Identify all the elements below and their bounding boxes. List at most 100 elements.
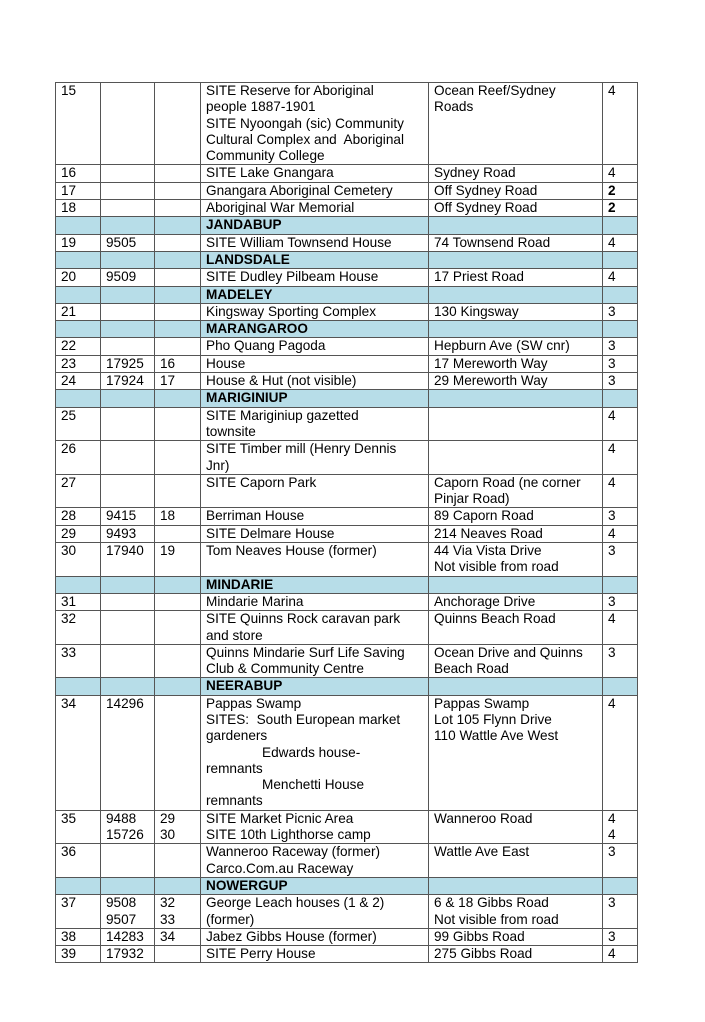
section-cell <box>100 677 155 696</box>
map-ref-line: 30 <box>160 827 176 843</box>
place-name-cell: SITE Reserve for Aboriginal people 1887-1… <box>200 81 429 166</box>
inherit-number-line: 9488 <box>106 810 137 826</box>
category-cell: 2 <box>602 199 638 218</box>
inherit-number-line <box>106 645 149 661</box>
category-line: 3 <box>608 303 616 319</box>
item-number-cell: 23 <box>55 354 101 374</box>
place-name-line: Wanneroo Raceway (former) <box>206 844 381 860</box>
inherit-number-cell <box>100 592 155 612</box>
place-name-cell: SITE Perry House <box>200 945 429 964</box>
item-number-line: 35 <box>61 810 77 826</box>
place-name-cell: SITE Caporn Park <box>200 473 429 509</box>
inherit-number-line: 9493 <box>106 525 137 541</box>
map-ref-cell <box>154 81 201 166</box>
place-name-line: SITE Nyoongah (sic) Community <box>206 115 404 131</box>
map-ref-cell: 19 <box>154 542 201 577</box>
place-name-line: SITE William Townsend House <box>206 234 392 250</box>
map-ref-line <box>160 408 195 424</box>
item-number-cell: 35 <box>55 809 101 845</box>
section-cell <box>602 876 638 896</box>
map-ref-cell <box>154 610 201 645</box>
category-cell: 4 <box>602 268 638 287</box>
item-number-cell: 29 <box>55 524 101 544</box>
category-line: 4 <box>608 810 616 826</box>
category-line: 3 <box>608 844 616 860</box>
category-line: 4 <box>608 827 616 843</box>
map-ref-line <box>160 594 195 610</box>
item-number-cell: 20 <box>55 268 101 287</box>
place-name-line: Carco.Com.au Raceway <box>206 860 354 876</box>
place-name-cell: SITE Quinns Rock caravan park and store <box>200 610 429 645</box>
item-number-line: 38 <box>61 928 77 944</box>
place-name-line: Jabez Gibbs House (former) <box>206 928 377 944</box>
place-name-line: Jnr) <box>206 457 230 473</box>
map-ref-line <box>160 475 195 491</box>
place-name-line: and store <box>206 627 263 643</box>
section-cell <box>154 575 201 594</box>
location-line: Ocean Reef/Sydney <box>434 83 556 98</box>
place-name-line: SITE Quinns Rock caravan park <box>206 611 401 627</box>
section-title: MINDARIE <box>200 575 429 594</box>
map-ref-cell: 32 33 <box>154 894 201 929</box>
place-name-line: gardeners <box>206 728 268 744</box>
map-ref-line <box>160 441 195 457</box>
section-header-row: LANDSDALE <box>55 250 638 270</box>
map-ref-line: 17 <box>160 373 176 389</box>
inherit-number-line <box>106 200 149 216</box>
category-line: 4 <box>608 269 616 285</box>
place-name-cell: Kingsway Sporting Complex <box>200 302 429 322</box>
map-ref-cell <box>154 473 201 509</box>
place-name-cell: House & Hut (not visible) <box>200 372 429 391</box>
category-cell: 3 <box>602 592 638 612</box>
section-cell <box>55 575 101 594</box>
table-row: 31 Mindarie Marina Anchorage Drive 3 <box>55 592 638 612</box>
item-number-line: 34 <box>61 695 77 711</box>
table-row: 18 Aboriginal War Memorial Off Sydney Roa… <box>55 199 638 218</box>
item-number-cell: 25 <box>55 406 101 442</box>
category-line: 3 <box>608 355 616 371</box>
category-line: 2 <box>608 200 616 216</box>
section-header-row: NOWERGUP <box>55 876 638 896</box>
inherit-number-line <box>106 475 149 491</box>
map-ref-line <box>160 200 195 216</box>
place-name-line: Gnangara Aboriginal Cemetery <box>206 182 393 198</box>
place-name-cell: Tom Neaves House (former) <box>200 542 429 577</box>
inherit-number-cell: 14283 <box>100 927 155 947</box>
map-ref-cell: 18 <box>154 507 201 526</box>
inherit-number-line: 17940 <box>106 543 144 559</box>
place-name-line: Tom Neaves House (former) <box>206 543 377 559</box>
map-ref-line: 18 <box>160 508 176 524</box>
category-cell: 4 <box>602 473 638 509</box>
map-ref-line <box>160 611 195 627</box>
place-name-line: people 1887-1901 <box>206 99 316 115</box>
location-line: 29 Mereworth Way <box>434 373 548 389</box>
section-cell <box>100 575 155 594</box>
inherit-number-cell <box>100 473 155 509</box>
location-line: Wanneroo Road <box>434 810 533 826</box>
section-cell <box>602 250 638 270</box>
place-name-line: SITE Lake Gnangara <box>206 165 334 181</box>
location-cell: Anchorage Drive <box>428 592 603 612</box>
table-row: 25 SITE Mariginiup gazetted townsite 4 <box>55 406 638 442</box>
location-line: 130 Kingsway <box>434 303 519 319</box>
inherit-number-line <box>106 183 149 199</box>
item-number-cell: 38 <box>55 927 101 947</box>
item-number-line: 21 <box>61 303 77 319</box>
map-ref-cell <box>154 268 201 287</box>
section-cell <box>55 285 101 304</box>
section-cell <box>428 320 603 339</box>
place-name-cell: Aboriginal War Memorial <box>200 199 429 218</box>
section-cell <box>154 677 201 696</box>
section-cell <box>55 250 101 270</box>
item-number-line: 16 <box>61 165 77 181</box>
inherit-number-line <box>106 304 149 320</box>
section-header-row: MARIGINIUP <box>55 389 638 408</box>
location-cell: Ocean Reef/Sydney Roads <box>428 81 603 166</box>
category-line: 4 <box>608 611 616 627</box>
location-cell: 17 Mereworth Way <box>428 354 603 374</box>
table-row: 29 9493 SITE Delmare House 214 Neaves Road… <box>55 524 638 544</box>
table-row: 33 Quinns Mindarie Surf Life Saving Club … <box>55 643 638 679</box>
section-title: NEERABUP <box>200 677 429 696</box>
item-number-line: 29 <box>61 525 77 541</box>
table-row: 32 SITE Quinns Rock caravan park and stor… <box>55 610 638 645</box>
